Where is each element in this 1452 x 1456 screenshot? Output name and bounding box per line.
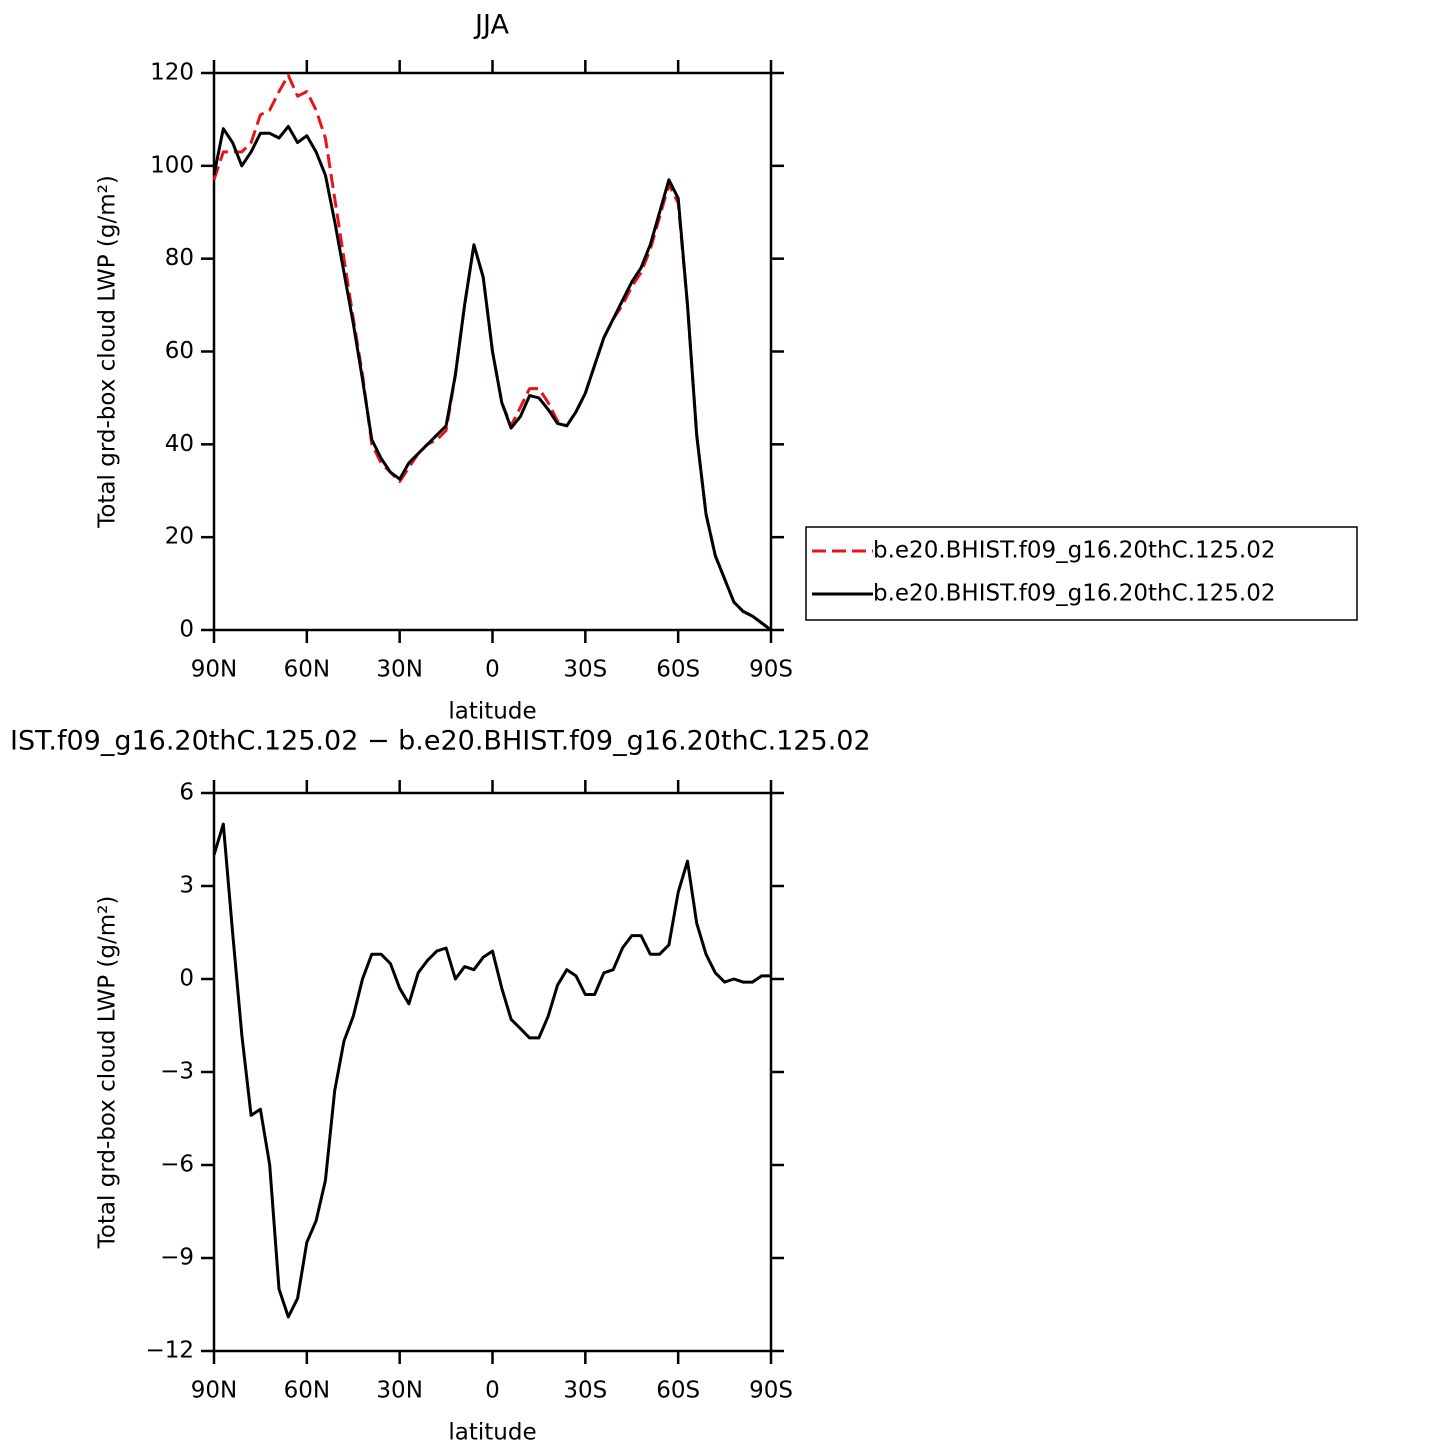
x-tick-label: 30N bbox=[376, 657, 422, 683]
y-tick-label: 0 bbox=[179, 966, 194, 992]
data-line bbox=[212, 822, 771, 1319]
x-tick-label: 60S bbox=[656, 1378, 700, 1404]
y-tick-label: 40 bbox=[165, 431, 194, 457]
y-axis-label: Total grd-box cloud LWP (g/m²) bbox=[95, 175, 121, 529]
y-tick-label: 0 bbox=[179, 617, 194, 643]
y-tick-label: −9 bbox=[160, 1245, 194, 1271]
x-tick-label: 0 bbox=[485, 1378, 500, 1404]
y-tick-label: −6 bbox=[160, 1152, 194, 1178]
y-tick-label: 80 bbox=[165, 245, 194, 271]
x-tick-label: 90N bbox=[191, 657, 237, 683]
x-tick-label: 0 bbox=[485, 657, 500, 683]
y-tick-label: 100 bbox=[150, 152, 194, 178]
x-tick-label: 90S bbox=[749, 1378, 793, 1404]
x-tick-label: 30S bbox=[563, 1378, 607, 1404]
y-tick-label: 20 bbox=[165, 524, 194, 550]
legend-box bbox=[805, 526, 1358, 621]
x-tick-label: 30N bbox=[376, 1378, 422, 1404]
y-tick-label: 6 bbox=[179, 780, 194, 806]
y-tick-label: −12 bbox=[145, 1338, 194, 1364]
y-tick-label: 3 bbox=[179, 873, 194, 899]
legend-label: b.e20.BHIST.f09_g16.20thC.125.02 bbox=[873, 538, 1275, 564]
x-tick-label: 90S bbox=[749, 657, 793, 683]
x-tick-label: 90N bbox=[191, 1378, 237, 1404]
x-axis-label: latitude bbox=[448, 1420, 536, 1446]
chart-title: JJA bbox=[473, 10, 509, 41]
y-tick-label: 120 bbox=[150, 60, 194, 86]
y-tick-label: 60 bbox=[165, 338, 194, 364]
x-tick-label: 30S bbox=[563, 657, 607, 683]
legend-label: b.e20.BHIST.f09_g16.20thC.125.02 bbox=[873, 581, 1275, 607]
y-axis-label: Total grd-box cloud LWP (g/m²) bbox=[95, 896, 121, 1250]
panel: JJA latitude Total grd-box cloud LWP (g/m²… bbox=[95, 10, 1358, 725]
x-tick-label: 60N bbox=[284, 657, 330, 683]
x-tick-label: 60S bbox=[656, 657, 700, 683]
panel: IST.f09_g16.20thC.125.02 − b.e20.BHIST.f… bbox=[10, 726, 871, 1446]
plot-frame bbox=[212, 791, 773, 1353]
data-line bbox=[212, 124, 772, 632]
x-axis-label: latitude bbox=[448, 699, 536, 725]
x-tick-label: 60N bbox=[284, 1378, 330, 1404]
y-tick-label: −3 bbox=[160, 1059, 194, 1085]
chart-title: IST.f09_g16.20thC.125.02 − b.e20.BHIST.f… bbox=[10, 726, 871, 757]
